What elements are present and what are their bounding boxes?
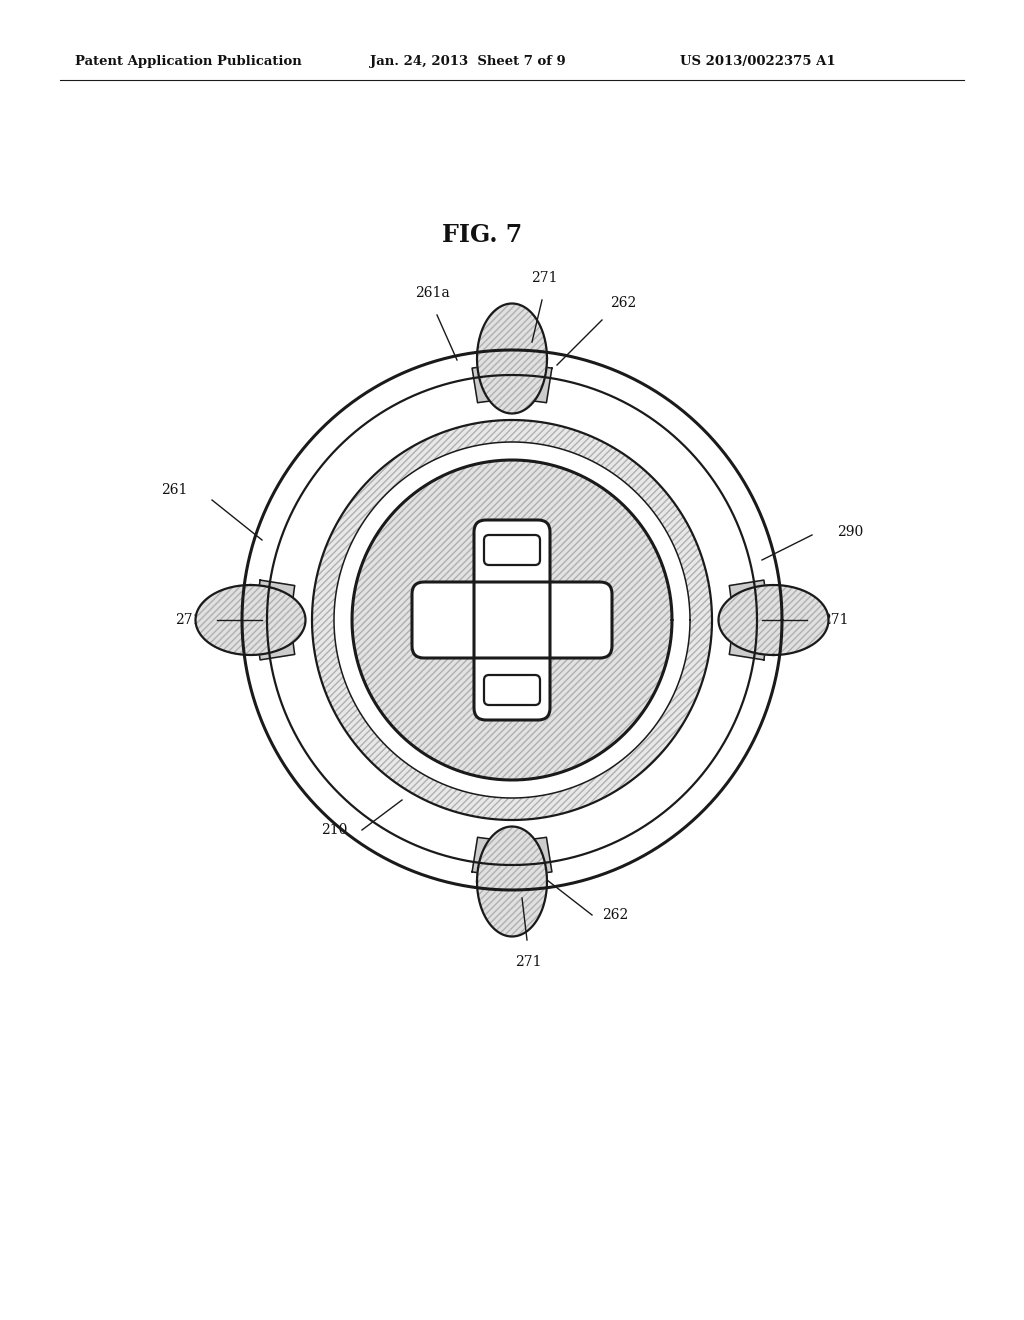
FancyBboxPatch shape: [412, 582, 612, 657]
Circle shape: [334, 442, 690, 799]
Circle shape: [352, 459, 672, 780]
FancyBboxPatch shape: [484, 675, 540, 705]
Polygon shape: [477, 304, 547, 413]
Circle shape: [334, 442, 690, 799]
Polygon shape: [729, 579, 767, 660]
Text: 210: 210: [321, 822, 347, 837]
Text: 271: 271: [530, 271, 557, 285]
Text: Jan. 24, 2013  Sheet 7 of 9: Jan. 24, 2013 Sheet 7 of 9: [370, 55, 565, 69]
Text: 262: 262: [610, 296, 636, 310]
Circle shape: [352, 459, 672, 780]
Polygon shape: [477, 826, 547, 936]
Text: Patent Application Publication: Patent Application Publication: [75, 55, 302, 69]
Text: 271: 271: [515, 954, 542, 969]
Text: 261a: 261a: [415, 286, 450, 300]
Polygon shape: [257, 579, 295, 660]
FancyBboxPatch shape: [484, 535, 540, 565]
Polygon shape: [196, 585, 305, 655]
Text: 261: 261: [161, 483, 187, 498]
Polygon shape: [472, 837, 552, 875]
Polygon shape: [719, 585, 828, 655]
Polygon shape: [472, 366, 552, 403]
FancyBboxPatch shape: [474, 520, 550, 719]
Text: US 2013/0022375 A1: US 2013/0022375 A1: [680, 55, 836, 69]
Text: 262: 262: [602, 908, 629, 921]
Text: 271: 271: [822, 612, 849, 627]
Text: 290: 290: [837, 525, 863, 539]
Text: 271: 271: [175, 612, 202, 627]
Circle shape: [312, 420, 712, 820]
Text: FIG. 7: FIG. 7: [442, 223, 522, 247]
